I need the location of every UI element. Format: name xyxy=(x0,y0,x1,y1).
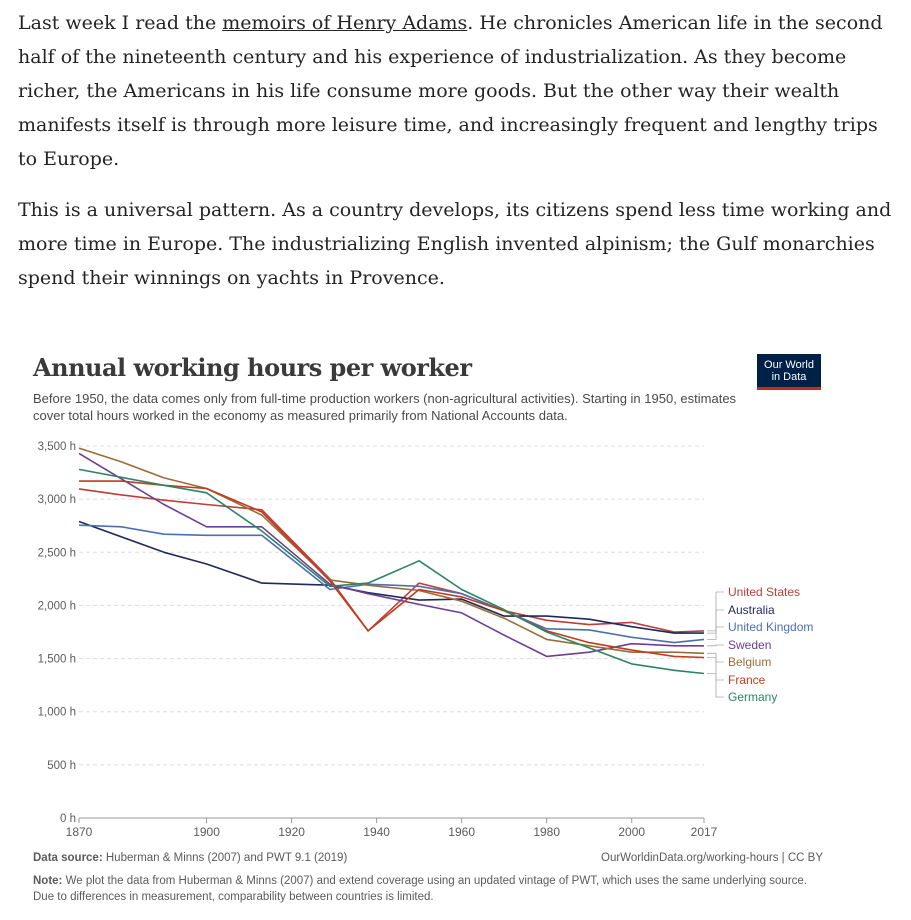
y-tick-label: 0 h xyxy=(60,813,76,825)
source-label: Data source: xyxy=(33,852,103,864)
legend-label: United States xyxy=(728,585,800,599)
article-paragraph-2: This is a universal pattern. As a countr… xyxy=(18,199,892,289)
paragraph-text: . He chronicles American life in the sec… xyxy=(18,12,883,170)
series-line-france xyxy=(79,480,705,659)
series-line-united-states xyxy=(78,488,705,633)
chart-svg: 0 h 500 h 1,000 h 1,500 h 2,000 h 2,500 h 3,00… xyxy=(38,441,814,839)
legend-layer: United States Australia United Kingdom Swed… xyxy=(707,585,813,704)
y-tick-label: 1,000 h xyxy=(38,707,76,719)
source-text: Huberman & Minns (2007) and PWT 9.1 (201… xyxy=(102,852,348,864)
x-tick-label: 2000 xyxy=(618,825,645,839)
legend-connector xyxy=(707,673,724,698)
working-hours-chart: 0 h 500 h 1,000 h 1,500 h 2,000 h 2,500 h 3,00… xyxy=(0,340,911,920)
paragraph-text: Last week I read the xyxy=(18,12,223,34)
article-paragraph-1: Last week I read the memoirs of Henry Ad… xyxy=(18,6,898,176)
note-label: Note: xyxy=(33,875,63,887)
axis-layer: 0 h 500 h 1,000 h 1,500 h 2,000 h 2,500 h 3,00… xyxy=(38,441,718,839)
article-body: Last week I read the memoirs of Henry Ad… xyxy=(18,6,898,312)
legend-label: Belgium xyxy=(728,655,771,669)
y-tick-label: 3,000 h xyxy=(38,494,76,506)
y-tick-label: 500 h xyxy=(47,760,76,772)
legend-label: Australia xyxy=(728,603,775,617)
legend-label: Germany xyxy=(728,690,777,704)
series-line-australia xyxy=(78,520,704,634)
x-tick-label: 1900 xyxy=(193,825,220,839)
source-url-link[interactable]: OurWorldinData.org/working-hours | CC BY xyxy=(601,852,823,864)
x-tick-label: 1940 xyxy=(363,825,390,839)
series-line-united-kingdom xyxy=(78,524,705,644)
grid-layer xyxy=(79,445,704,766)
series-line-germany xyxy=(78,468,705,675)
y-tick-label: 3,500 h xyxy=(38,441,76,453)
legend-connector xyxy=(707,657,724,681)
legend-connector xyxy=(707,644,724,647)
legend-label: France xyxy=(728,673,766,687)
legend-label: Sweden xyxy=(728,638,771,652)
note-text: We plot the data from Huberman & Minns (… xyxy=(33,875,807,903)
owid-logo-text: Our World in Data xyxy=(764,358,814,383)
legend-label: United Kingdom xyxy=(728,620,813,634)
chart-title: Annual working hours per worker xyxy=(33,353,472,382)
y-tick-label: 2,000 h xyxy=(38,600,76,612)
series-layer xyxy=(78,447,705,675)
y-tick-label: 2,500 h xyxy=(38,547,76,559)
y-tick-label: 1,500 h xyxy=(38,654,76,666)
x-tick-label: 1920 xyxy=(278,825,305,839)
x-tick-label: 1980 xyxy=(533,825,560,839)
legend-connector xyxy=(707,626,724,640)
x-tick-label: 2017 xyxy=(691,825,718,839)
chart-subtitle: Before 1950, the data comes only from fu… xyxy=(33,391,737,423)
note-line: Note: We plot the data from Huberman & M… xyxy=(33,873,823,905)
memoirs-link[interactable]: memoirs of Henry Adams xyxy=(222,12,468,34)
owid-logo[interactable]: Our World in Data xyxy=(757,354,821,390)
x-tick-label: 1870 xyxy=(66,825,93,839)
source-line: Data source: Huberman & Minns (2007) and… xyxy=(33,852,823,864)
legend-connector xyxy=(707,609,724,634)
legend-connector xyxy=(707,591,724,632)
x-tick-label: 1960 xyxy=(448,825,475,839)
series-line-sweden xyxy=(78,452,704,658)
